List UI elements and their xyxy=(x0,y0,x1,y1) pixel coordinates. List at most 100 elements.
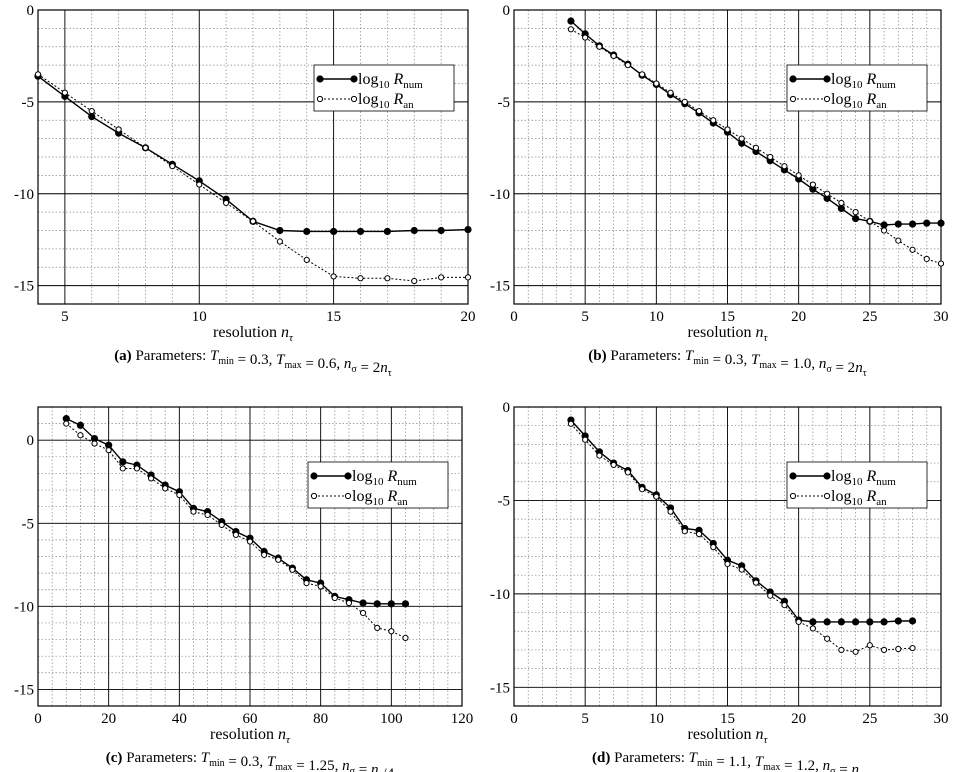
legend-label: log10 Rnum xyxy=(831,468,896,488)
x-tick-label: 0 xyxy=(510,309,518,325)
x-tick-label: 10 xyxy=(192,309,207,325)
data-point-an xyxy=(596,452,603,459)
data-point-an xyxy=(34,71,42,78)
data-point-num xyxy=(76,421,85,429)
x-tick-label: 10 xyxy=(649,309,664,325)
x-tick-label: 10 xyxy=(649,711,664,727)
data-point-an xyxy=(895,645,902,653)
plot-frame xyxy=(513,9,942,305)
data-point-an xyxy=(190,508,197,515)
data-point-num xyxy=(373,600,381,608)
data-point-an xyxy=(249,218,257,225)
data-point-num xyxy=(437,226,445,235)
data-point-num xyxy=(401,600,410,608)
y-tick-label: -10 xyxy=(490,587,510,603)
data-point-an xyxy=(388,628,395,635)
data-point-an xyxy=(147,475,155,482)
data-point-an xyxy=(63,420,70,427)
data-point-an xyxy=(795,172,802,179)
data-point-an xyxy=(624,62,631,69)
data-point-an xyxy=(724,560,731,568)
data-point-num xyxy=(276,226,284,235)
x-tick-label: 15 xyxy=(720,309,735,325)
data-point-an xyxy=(767,153,774,161)
data-point-an xyxy=(317,583,324,590)
data-point-an xyxy=(937,260,945,267)
data-point-num xyxy=(387,600,395,608)
data-point-an xyxy=(357,275,364,282)
data-point-an xyxy=(838,199,845,207)
data-point-num xyxy=(809,618,817,626)
legend-swatch-marker xyxy=(350,95,358,103)
data-point-num xyxy=(866,618,874,626)
data-point-an xyxy=(582,34,589,41)
data-point-an xyxy=(710,544,717,551)
x-tick-label: 30 xyxy=(934,309,949,325)
legend-swatch-marker xyxy=(823,472,831,480)
data-point-an xyxy=(624,469,631,476)
legend-swatch-marker xyxy=(823,75,831,83)
data-point-an xyxy=(639,71,646,78)
data-point-an xyxy=(567,26,575,33)
x-axis-label: resolution nτ xyxy=(210,726,291,746)
x-tick-label: 15 xyxy=(720,711,735,727)
y-tick-label: -5 xyxy=(498,493,511,509)
data-point-an xyxy=(610,52,617,60)
data-point-an xyxy=(115,126,122,133)
data-point-an xyxy=(289,566,296,573)
legend-swatch-marker xyxy=(789,492,797,500)
y-tick-label: -15 xyxy=(14,682,34,698)
data-point-an xyxy=(88,107,95,115)
x-tick-label: 20 xyxy=(791,711,806,727)
y-tick-label: -5 xyxy=(22,516,35,532)
data-point-an xyxy=(838,646,845,654)
legend-swatch-marker xyxy=(344,492,352,500)
data-point-an xyxy=(909,246,916,253)
legend-box xyxy=(307,461,449,509)
data-point-an xyxy=(464,274,472,281)
legend-label: log10 Rnum xyxy=(831,71,896,91)
legend-box xyxy=(313,64,455,112)
legend-swatch-marker xyxy=(316,95,324,103)
data-point-an xyxy=(923,255,930,263)
data-point-an xyxy=(330,273,337,280)
data-point-an xyxy=(795,618,802,626)
data-point-num xyxy=(852,214,860,223)
data-point-an xyxy=(824,190,831,197)
y-tick-label: -15 xyxy=(14,279,34,295)
data-point-an xyxy=(345,599,353,607)
x-tick-label: 40 xyxy=(172,711,187,727)
x-tick-label: 20 xyxy=(461,309,476,325)
y-tick-label: -10 xyxy=(14,187,34,203)
data-point-an xyxy=(176,491,183,499)
plot-frame xyxy=(37,406,463,707)
data-point-an xyxy=(809,625,817,632)
data-point-an xyxy=(681,528,688,535)
y-tick-label: -5 xyxy=(22,95,35,111)
x-axis-label: resolution nτ xyxy=(688,324,769,344)
data-point-an xyxy=(724,126,731,133)
x-axis-label: resolution nτ xyxy=(213,324,294,344)
data-point-an xyxy=(359,609,367,617)
y-tick-label: 0 xyxy=(503,400,511,416)
data-point-an xyxy=(169,163,176,170)
data-point-an xyxy=(402,634,409,641)
plot-frame xyxy=(513,406,942,707)
legend-swatch-marker xyxy=(823,492,831,500)
data-point-num xyxy=(880,618,888,626)
subfigure-caption: (a) Parameters: Tmin = 0.3, Tmax = 0.6, … xyxy=(114,348,392,379)
x-tick-label: 25 xyxy=(862,309,877,325)
data-point-an xyxy=(276,238,283,245)
data-point-an xyxy=(77,432,84,439)
data-point-an xyxy=(567,420,575,427)
data-point-an xyxy=(411,277,418,285)
y-tick-label: -5 xyxy=(498,95,511,111)
data-point-an xyxy=(695,530,703,538)
x-tick-label: 20 xyxy=(101,711,116,727)
x-tick-label: 5 xyxy=(581,711,589,727)
y-tick-label: -10 xyxy=(14,599,34,615)
data-point-an xyxy=(824,635,831,642)
